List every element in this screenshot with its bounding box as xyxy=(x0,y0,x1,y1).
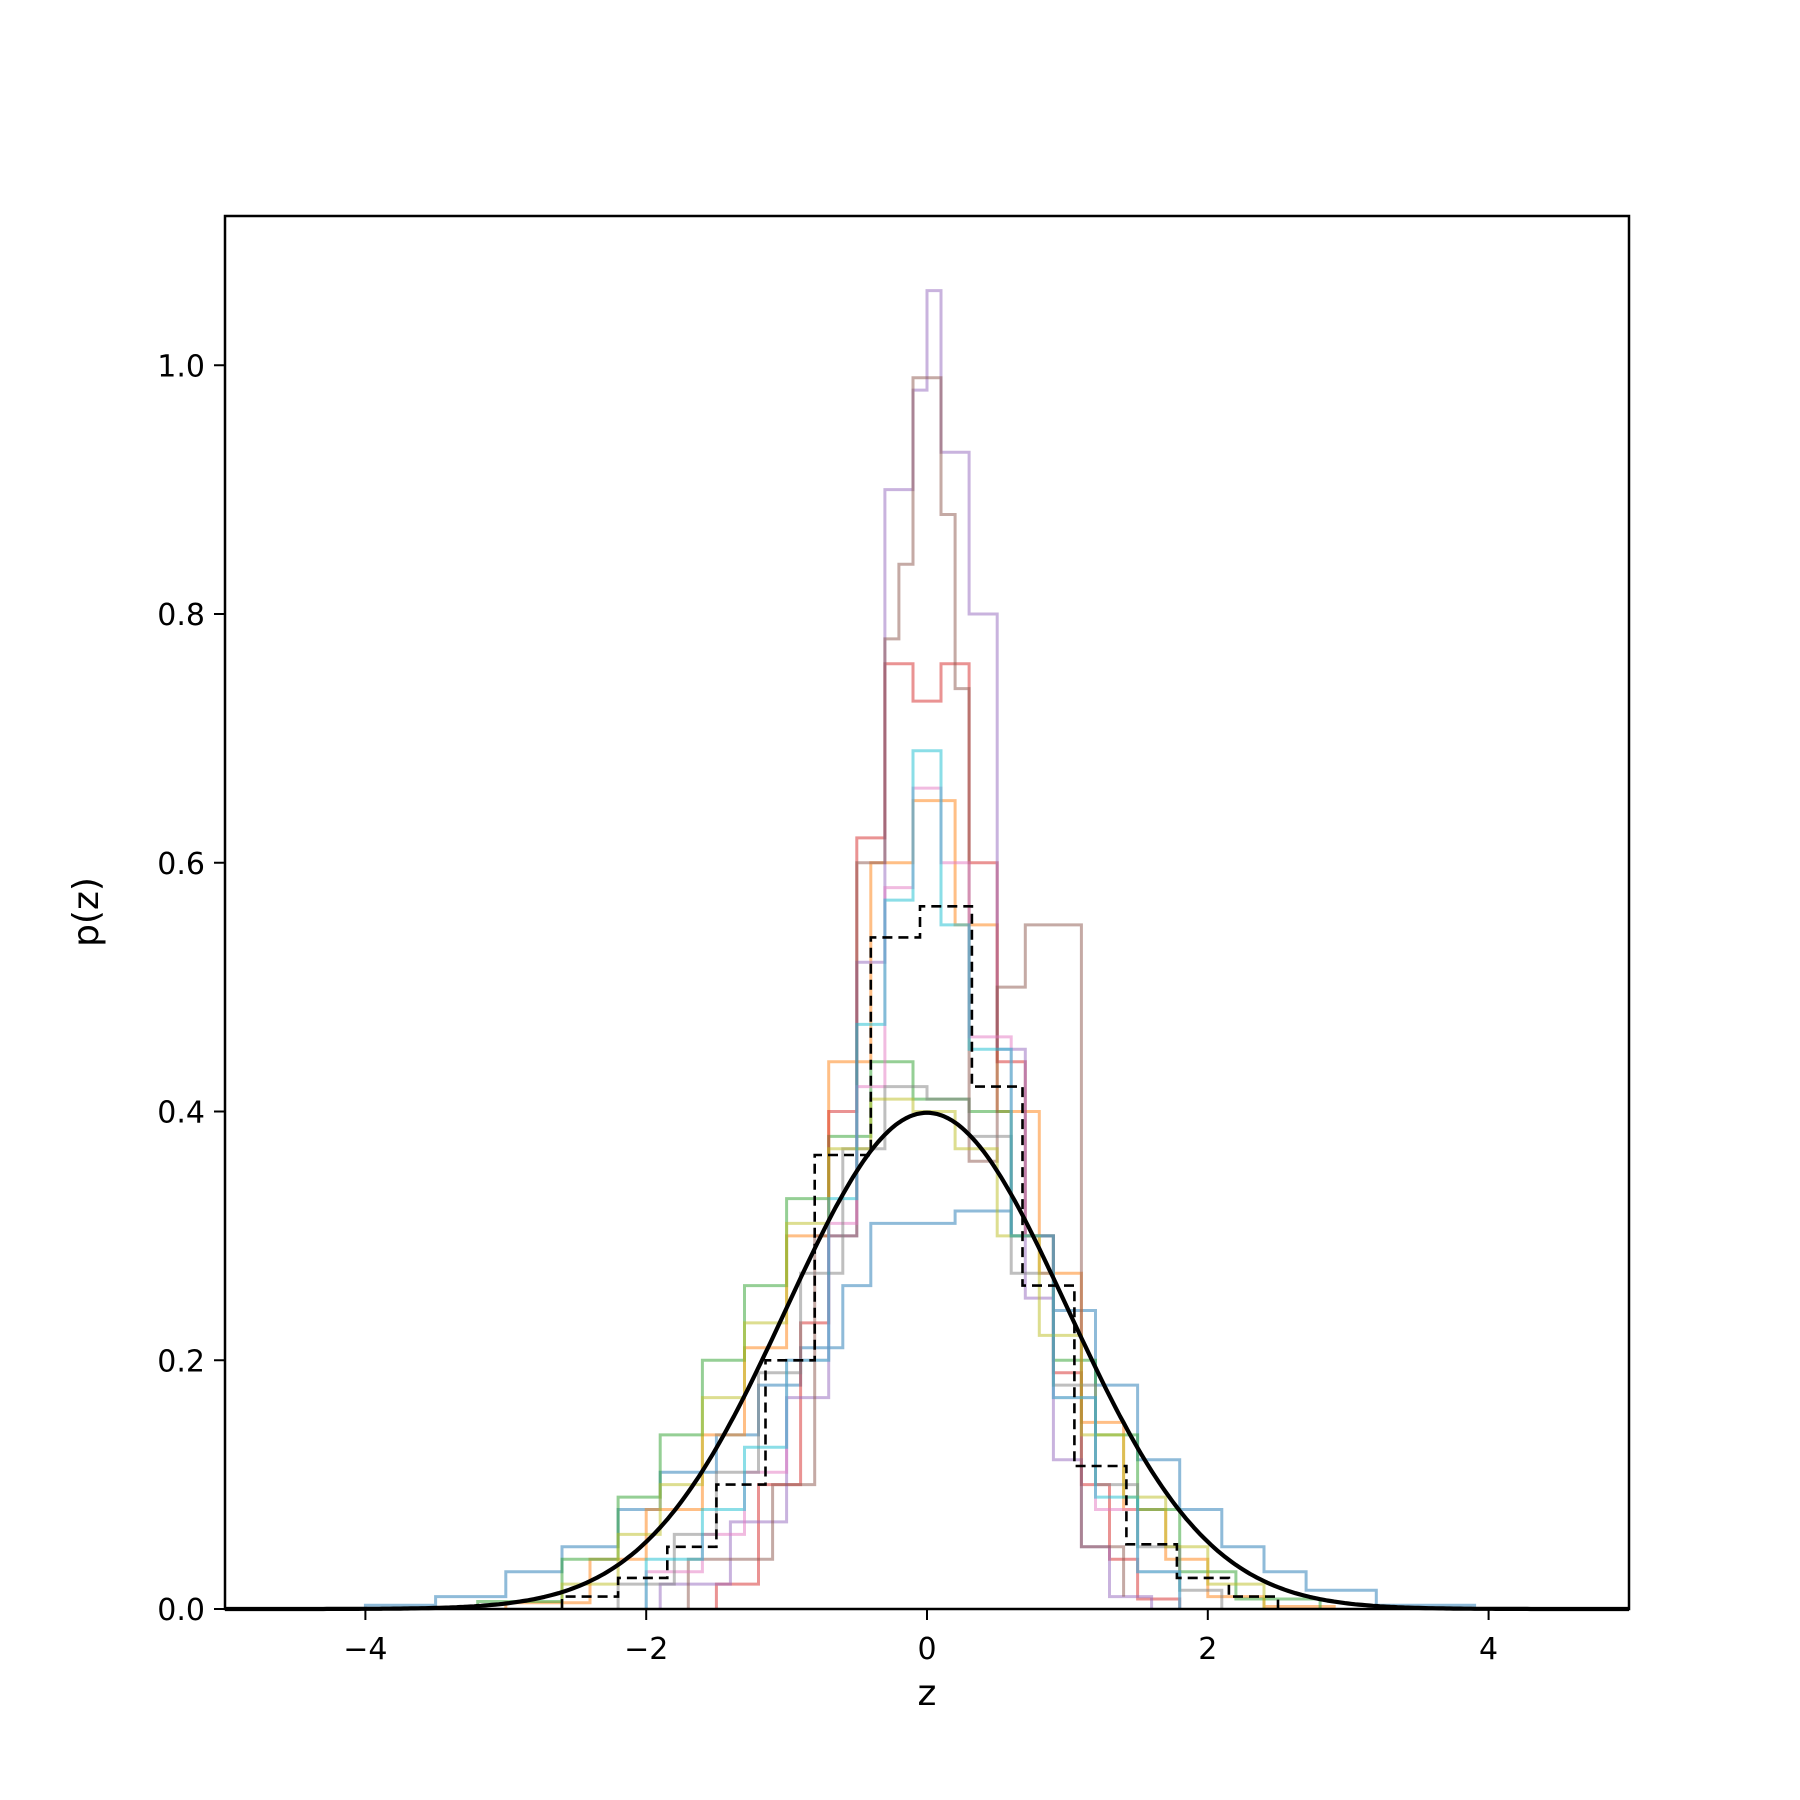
y-tick-label: 0.4 xyxy=(157,1096,205,1131)
mean-histogram-dashed xyxy=(560,905,1280,1609)
x-axis-label: z xyxy=(918,1673,937,1714)
histogram-series-5 xyxy=(658,289,1154,1609)
y-tick-label: 1.0 xyxy=(157,349,205,384)
histogram-series-8 xyxy=(616,1085,1224,1609)
x-tick-label: 4 xyxy=(1479,1632,1498,1667)
histogram-series-1 xyxy=(363,1209,1477,1609)
histogram-series-6 xyxy=(686,376,1126,1609)
histogram-series-9 xyxy=(560,1097,1266,1609)
y-tick-label: 0.8 xyxy=(157,598,205,633)
x-tick-label: 2 xyxy=(1198,1632,1217,1667)
histogram-series-10 xyxy=(644,749,1182,1609)
y-tick-label: 0.0 xyxy=(157,1593,205,1628)
y-axis-label: p(z) xyxy=(66,877,107,947)
y-tick-label: 0.6 xyxy=(157,847,205,882)
axes-frame xyxy=(223,214,1631,1611)
axis-ticks: −4 −2 0 2 4 0.0 0.2 0.4 0.6 0.8 1.0 xyxy=(157,349,1498,1667)
x-tick-label: −2 xyxy=(624,1632,668,1667)
plot-area xyxy=(225,289,1629,1612)
normal-pdf-curve xyxy=(225,1110,1629,1612)
histogram-series-2 xyxy=(504,799,1336,1609)
histogram-series-3 xyxy=(476,1060,1322,1609)
y-tick-label: 0.2 xyxy=(157,1344,205,1379)
x-tick-label: 0 xyxy=(917,1632,936,1667)
x-tick-label: −4 xyxy=(343,1632,387,1667)
